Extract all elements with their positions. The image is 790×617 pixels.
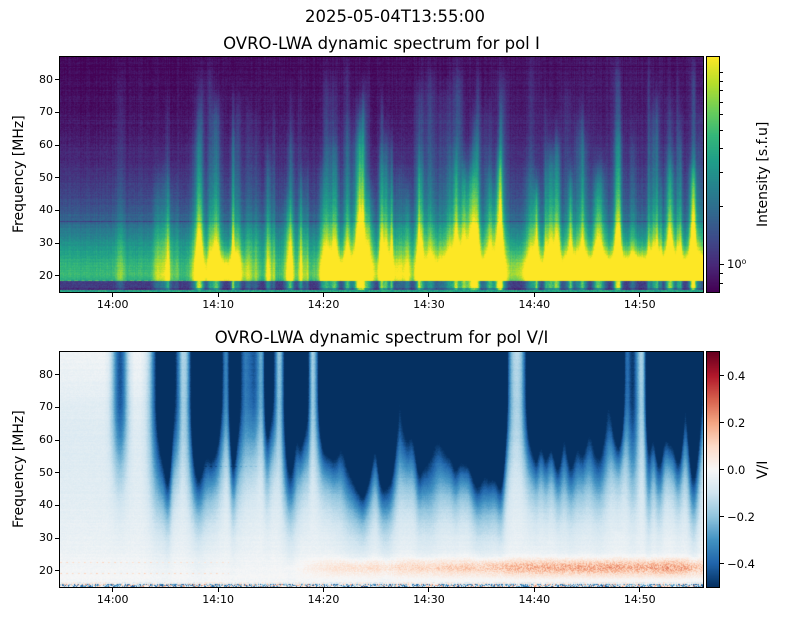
- x-axis-tick-label: 14:10: [202, 593, 234, 606]
- x-axis-tick-label: 14:50: [623, 298, 656, 311]
- colorbar-minor-tick: [720, 80, 723, 82]
- y-axis-tick-label: 30: [39, 531, 53, 545]
- x-axis-tick-label: 14:20: [307, 298, 340, 311]
- colorbar-minor-tick: [720, 272, 723, 274]
- colorbar-tick: [720, 563, 724, 564]
- x-axis-tick: [428, 588, 430, 592]
- figure-suptitle: 2025-05-04T13:55:00: [304, 7, 486, 26]
- x-axis-tick: [533, 588, 535, 592]
- colorbar-tick-label: −0.2: [727, 509, 755, 524]
- y-axis-tick: [55, 537, 59, 539]
- panel1-colorbar-canvas: [707, 57, 719, 292]
- panel1-spectrogram-canvas: [60, 57, 703, 292]
- y-axis-tick-label: 30: [39, 236, 53, 250]
- colorbar-major-tick: [720, 264, 724, 266]
- x-axis-tick: [639, 293, 641, 297]
- colorbar-tick: [720, 469, 724, 470]
- y-axis-tick-label: 40: [39, 498, 53, 512]
- x-axis-tick-label: 14:00: [96, 298, 129, 311]
- x-axis-tick-label: 14:40: [518, 593, 551, 606]
- x-axis-tick: [217, 588, 219, 592]
- y-axis-tick: [55, 209, 59, 211]
- y-axis-tick: [55, 242, 59, 244]
- x-axis-tick-label: 14:30: [413, 298, 445, 311]
- x-axis-tick: [323, 588, 325, 592]
- panel2-plot-frame: [59, 351, 704, 588]
- y-axis-tick-label: 60: [39, 138, 53, 152]
- panel2-colorbar-canvas: [707, 352, 719, 587]
- panel1-plot-frame: [59, 56, 704, 293]
- y-axis-tick: [55, 177, 59, 179]
- x-axis-tick-label: 14:40: [518, 298, 551, 311]
- y-axis-tick-label: 60: [39, 433, 53, 447]
- colorbar-minor-tick: [720, 114, 723, 116]
- y-axis-tick-label: 40: [39, 203, 53, 217]
- y-axis-tick-label: 20: [39, 563, 53, 577]
- y-axis-tick: [55, 144, 59, 146]
- x-axis-tick: [112, 588, 114, 592]
- y-axis-tick: [55, 439, 59, 441]
- x-axis-tick: [217, 293, 219, 297]
- colorbar-minor-tick: [720, 172, 723, 174]
- panel2-colorbar-frame: [706, 351, 720, 588]
- colorbar-minor-tick: [720, 148, 723, 150]
- y-axis-tick: [55, 570, 59, 572]
- panel2-colorbar-label: V/I: [755, 460, 771, 479]
- y-axis-tick: [55, 275, 59, 277]
- colorbar-tick-label: 0.4: [727, 368, 746, 383]
- y-axis-tick: [55, 504, 59, 506]
- colorbar-minor-tick: [720, 206, 723, 208]
- colorbar-tick: [720, 375, 724, 376]
- y-axis-tick: [55, 111, 59, 113]
- panel1-colorbar-label: Intensity [s.f.u]: [755, 121, 771, 228]
- y-axis-tick-label: 50: [39, 465, 53, 479]
- panel1-title: OVRO-LWA dynamic spectrum for pol I: [223, 34, 540, 53]
- colorbar-minor-tick: [720, 282, 723, 284]
- panel2-title: OVRO-LWA dynamic spectrum for pol V/I: [214, 328, 549, 347]
- y-axis-tick-label: 80: [39, 367, 53, 381]
- x-axis-tick-label: 14:00: [96, 593, 129, 606]
- x-axis-tick: [323, 293, 325, 297]
- y-axis-tick-label: 80: [39, 72, 53, 86]
- y-axis-tick-label: 50: [39, 170, 53, 184]
- x-axis-tick-label: 14:10: [202, 298, 234, 311]
- x-axis-tick: [639, 588, 641, 592]
- x-axis-tick-label: 14:20: [307, 593, 340, 606]
- x-axis-tick-label: 14:30: [413, 593, 445, 606]
- y-axis-tick: [55, 374, 59, 376]
- colorbar-tick: [720, 516, 724, 517]
- y-axis-tick: [55, 79, 59, 81]
- y-axis-tick: [55, 406, 59, 408]
- colorbar-tick-label: 10⁰: [727, 256, 747, 271]
- colorbar-minor-tick: [720, 101, 723, 103]
- colorbar-tick-label: 0.0: [727, 462, 746, 477]
- y-axis-tick-label: 70: [39, 105, 53, 119]
- colorbar-tick: [720, 422, 724, 423]
- x-axis-tick: [428, 293, 430, 297]
- colorbar-minor-tick: [720, 71, 723, 73]
- panel1-colorbar-frame: [706, 56, 720, 293]
- colorbar-minor-tick: [720, 90, 723, 92]
- x-axis-tick-label: 14:50: [623, 593, 656, 606]
- colorbar-minor-tick: [720, 129, 723, 131]
- x-axis-tick: [533, 293, 535, 297]
- y-axis-tick-label: 20: [39, 268, 53, 282]
- panel2-spectrogram-canvas: [60, 352, 703, 587]
- x-axis-tick: [112, 293, 114, 297]
- y-axis-tick-label: 70: [39, 400, 53, 414]
- y-axis-tick: [55, 472, 59, 474]
- colorbar-tick-label: −0.4: [727, 556, 755, 571]
- colorbar-tick-label: 0.2: [727, 415, 746, 430]
